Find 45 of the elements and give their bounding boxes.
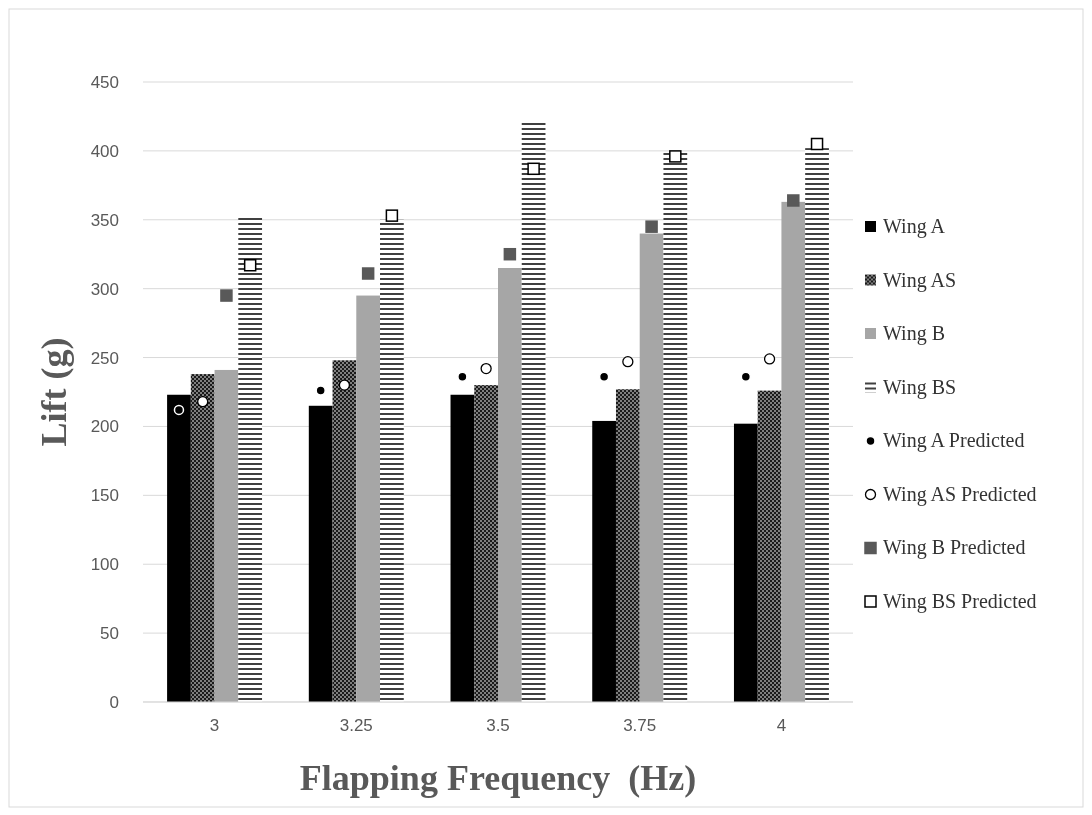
y-tick-label: 150 xyxy=(90,486,119,506)
bar xyxy=(167,394,191,702)
x-tick-label: 4 xyxy=(776,716,787,735)
bar xyxy=(521,120,546,702)
legend-label: Wing AS xyxy=(883,268,957,292)
bar xyxy=(757,390,782,702)
legend-label: Wing AS Predicted xyxy=(883,482,1037,506)
x-tick-label: 3.75 xyxy=(623,716,657,735)
x-tick-label: 3 xyxy=(209,716,220,735)
legend-label: Wing BS xyxy=(883,375,957,399)
bar xyxy=(380,219,404,702)
y-tick-label: 100 xyxy=(90,555,119,575)
y-tick-label: 350 xyxy=(90,210,119,230)
bar xyxy=(805,148,829,702)
y-tick-label: 400 xyxy=(90,141,119,161)
y-tick-label: 0 xyxy=(109,692,119,712)
bar xyxy=(592,420,616,702)
legend-label: Wing B xyxy=(883,322,945,345)
x-tick-label: 3.5 xyxy=(486,716,510,735)
x-axis-title: Flapping Frequency (Hz) xyxy=(299,758,697,798)
bar xyxy=(498,268,522,702)
y-tick-label: 300 xyxy=(90,279,119,299)
bar xyxy=(474,385,498,702)
bar xyxy=(356,295,381,702)
legend-label: Wing A xyxy=(883,215,946,238)
legend-label: Wing BS Predicted xyxy=(883,589,1037,613)
bar xyxy=(639,233,664,702)
y-tick-label: 250 xyxy=(90,348,119,368)
y-tick-label: 450 xyxy=(90,72,119,92)
bar xyxy=(214,369,239,702)
legend-label: Wing B Predicted xyxy=(883,536,1026,559)
y-tick-label: 200 xyxy=(90,417,119,437)
y-axis-title: Lift (g) xyxy=(34,337,74,447)
bar xyxy=(190,374,215,702)
x-tick-label: 3.25 xyxy=(339,716,373,735)
legend-label: Wing A Predicted xyxy=(883,429,1025,452)
bar xyxy=(238,217,263,702)
bar xyxy=(781,201,806,702)
bar xyxy=(332,360,357,702)
bar xyxy=(450,394,475,702)
bar xyxy=(733,423,758,702)
bar xyxy=(308,405,333,702)
bar xyxy=(663,152,688,702)
y-tick-label: 50 xyxy=(100,624,119,644)
bar xyxy=(615,389,640,702)
